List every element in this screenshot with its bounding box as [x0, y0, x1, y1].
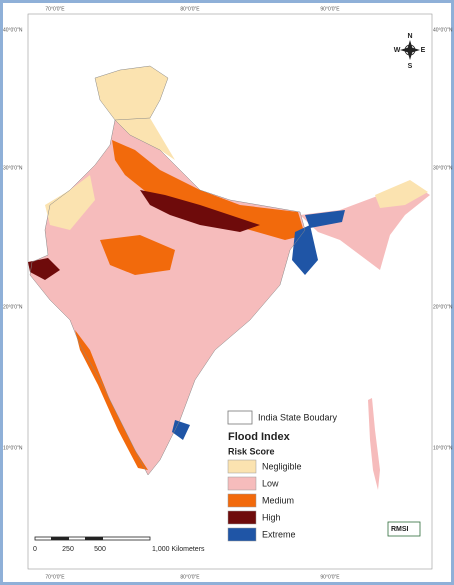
scale-label: 250	[62, 546, 74, 553]
scale-bar	[34, 536, 151, 541]
longitude-label-top: 70°0'0"E	[45, 6, 65, 12]
islands	[368, 398, 380, 490]
region-negligible	[95, 66, 175, 160]
region-extreme-ne	[305, 210, 345, 228]
compass-letter: W	[394, 47, 401, 54]
latitude-label-right: 40°0'0"N	[433, 27, 453, 33]
boundary-swatch	[227, 410, 253, 425]
legend-label: Medium	[262, 495, 294, 505]
legend-boundary: India State Boudary	[258, 412, 338, 422]
legend-label: Low	[262, 478, 279, 488]
legend-swatch	[227, 459, 257, 474]
latitude-label-left: 10°0'0"N	[3, 445, 23, 451]
india-map	[28, 66, 430, 490]
legend-subtitle: Risk Score	[228, 446, 275, 456]
latitude-label-right: 20°0'0"N	[433, 304, 453, 310]
legend-swatch	[227, 527, 257, 542]
logo: RMSI	[391, 526, 409, 533]
region-negligible-rajasthan	[45, 175, 95, 230]
legend-label: Extreme	[262, 529, 296, 539]
legend-label: High	[262, 512, 281, 522]
compass-letter: E	[421, 47, 426, 54]
compass-letter: S	[408, 63, 413, 70]
latitude-label-left: 20°0'0"N	[3, 304, 23, 310]
longitude-label-bottom: 90°0'0"E	[320, 574, 340, 580]
longitude-label-top: 80°0'0"E	[180, 6, 200, 12]
region-extreme-east	[292, 225, 318, 275]
legend-title: Flood Index	[228, 431, 291, 443]
compass-rose	[400, 40, 420, 60]
legend-label: Negligible	[262, 461, 302, 471]
latitude-label-left: 30°0'0"N	[3, 165, 23, 171]
region-medium-coast	[75, 330, 148, 470]
region-extreme-south	[172, 420, 190, 440]
scale-label: 500	[94, 546, 106, 553]
legend-swatch	[227, 510, 257, 525]
longitude-label-bottom: 80°0'0"E	[180, 574, 200, 580]
latitude-label-left: 40°0'0"N	[3, 27, 23, 33]
region-high-west	[28, 258, 60, 280]
longitude-label-top: 90°0'0"E	[320, 6, 340, 12]
region-negligible-ne	[375, 180, 428, 208]
scale-label: 0	[33, 546, 37, 553]
region-high	[140, 190, 260, 232]
region-medium-ganga	[112, 140, 305, 240]
legend-swatch	[227, 493, 257, 508]
compass-letter: N	[407, 33, 412, 40]
latitude-label-right: 10°0'0"N	[433, 445, 453, 451]
longitude-label-bottom: 70°0'0"E	[45, 574, 65, 580]
latitude-label-right: 30°0'0"N	[433, 165, 453, 171]
state-boundaries	[29, 65, 306, 476]
logo-box	[387, 521, 421, 537]
legend-swatch	[227, 476, 257, 491]
region-medium-central	[100, 235, 175, 275]
scale-label: 1,000 Kilometers	[152, 546, 205, 553]
